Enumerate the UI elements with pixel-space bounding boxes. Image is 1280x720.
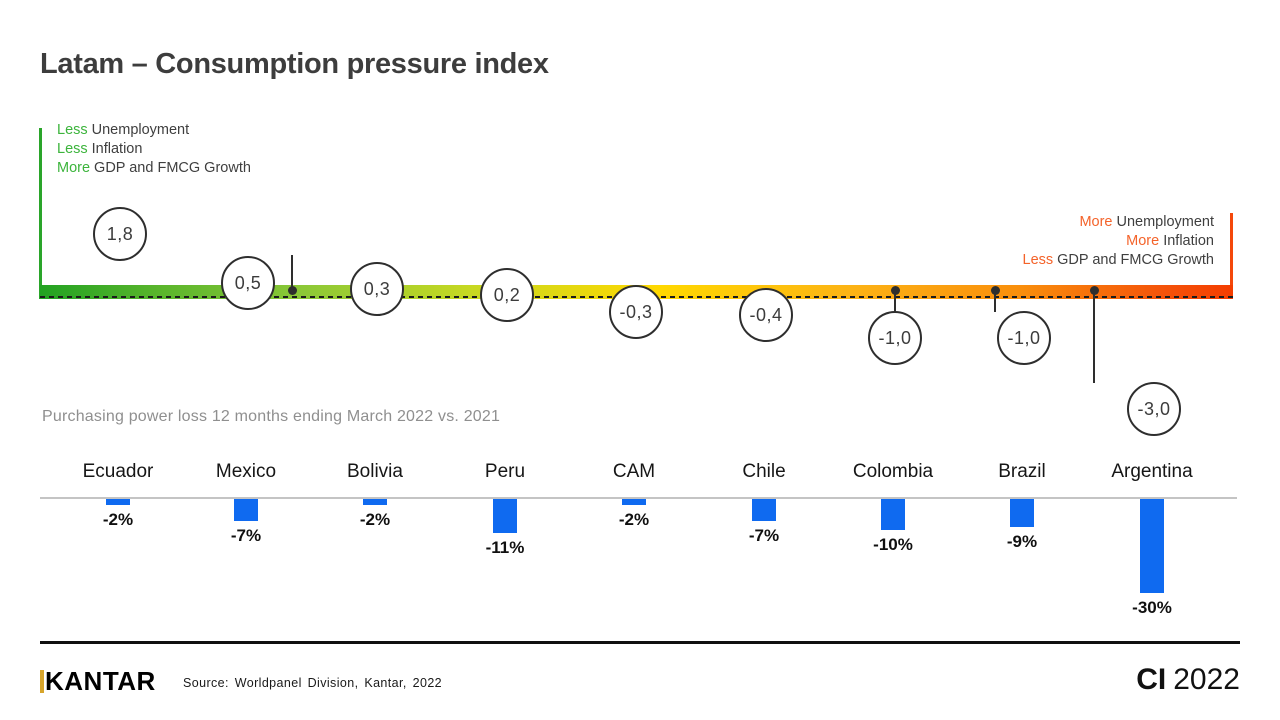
legend-highlight: More [1126, 233, 1160, 249]
index-marker-stem [993, 290, 997, 312]
legend-line: More Inflation [1126, 233, 1214, 249]
index-marker-dot [890, 285, 900, 295]
legend-highlight: Less [57, 141, 88, 157]
index-value-circle: -0,3 [609, 285, 663, 339]
index-value-circle: 1,8 [93, 207, 147, 261]
bar-chart-title: Purchasing power loss 12 months ending M… [42, 408, 501, 425]
legend-highlight: More [1079, 214, 1113, 230]
legend-highlight: Less [57, 122, 88, 138]
country-label: Argentina [1111, 461, 1193, 482]
country-label: Peru [484, 461, 526, 482]
loss-bar [881, 499, 905, 530]
loss-value: -10% [873, 535, 913, 554]
index-marker-stem [893, 290, 897, 312]
index-value-circle: 0,5 [221, 256, 275, 310]
loss-bar [752, 499, 776, 521]
index-value-circle: -0,4 [739, 288, 793, 342]
legend-right: More Unemployment More Inflation Less GDP a… [1023, 213, 1215, 270]
legend-highlight: Less [1022, 252, 1054, 268]
ci-year: 2022 [1173, 663, 1240, 696]
ci-2022-badge: CI 2022 [1136, 663, 1240, 697]
country-label: Ecuador [82, 461, 154, 482]
index-value-circle: -1,0 [997, 311, 1051, 365]
index-marker-dot [287, 285, 297, 295]
kantar-logo-gold-accent [40, 670, 44, 693]
index-value-circle: 0,2 [480, 268, 534, 322]
loss-bar [1010, 499, 1034, 527]
loss-value: -2% [618, 510, 650, 529]
index-value-circle: -1,0 [868, 311, 922, 365]
loss-value: -7% [230, 526, 262, 545]
legend-left: Less Unemployment Less Inflation More GDP a… [57, 121, 251, 178]
footer-divider [40, 641, 1240, 644]
index-value-circle: 0,3 [350, 262, 404, 316]
index-marker-stem [290, 255, 294, 290]
loss-bar [234, 499, 258, 521]
loss-value: -9% [1006, 532, 1038, 551]
country-label: Chile [742, 461, 786, 482]
source-text: Source: Worldpanel Division, Kantar, 202… [183, 676, 443, 690]
legend-line: Less GDP and FMCG Growth [1022, 252, 1215, 268]
legend-highlight: More [57, 160, 91, 176]
legend-line: More Unemployment [1079, 214, 1214, 230]
loss-value: -2% [102, 510, 134, 529]
left-axis-line [39, 128, 42, 299]
legend-line: Less Inflation [57, 141, 143, 157]
country-label: Mexico [215, 461, 277, 482]
loss-bar [622, 499, 646, 505]
country-label: Colombia [852, 461, 934, 482]
loss-bar [106, 499, 130, 505]
country-label: Brazil [998, 461, 1046, 482]
country-label: CAM [612, 461, 656, 482]
index-marker-stem [1092, 290, 1096, 383]
bar-chart-baseline [40, 497, 1237, 499]
loss-value: -7% [748, 526, 780, 545]
loss-value: -2% [359, 510, 391, 529]
loss-bar [493, 499, 517, 533]
page-title: Latam – Consumption pressure index [40, 48, 549, 80]
kantar-logo: KANTAR [45, 666, 156, 696]
index-marker-dot [1089, 285, 1099, 295]
right-axis-line [1230, 213, 1233, 299]
legend-line: Less Unemployment [57, 122, 190, 138]
index-value-circle: -3,0 [1127, 382, 1181, 436]
index-marker-dot [990, 285, 1000, 295]
loss-value: -30% [1132, 598, 1172, 617]
legend-line: More GDP and FMCG Growth [57, 160, 251, 176]
country-label: Bolivia [347, 461, 403, 482]
loss-bar [1140, 499, 1164, 593]
loss-value: -11% [485, 538, 525, 557]
loss-bar [363, 499, 387, 505]
ci-label: CI [1136, 663, 1167, 696]
